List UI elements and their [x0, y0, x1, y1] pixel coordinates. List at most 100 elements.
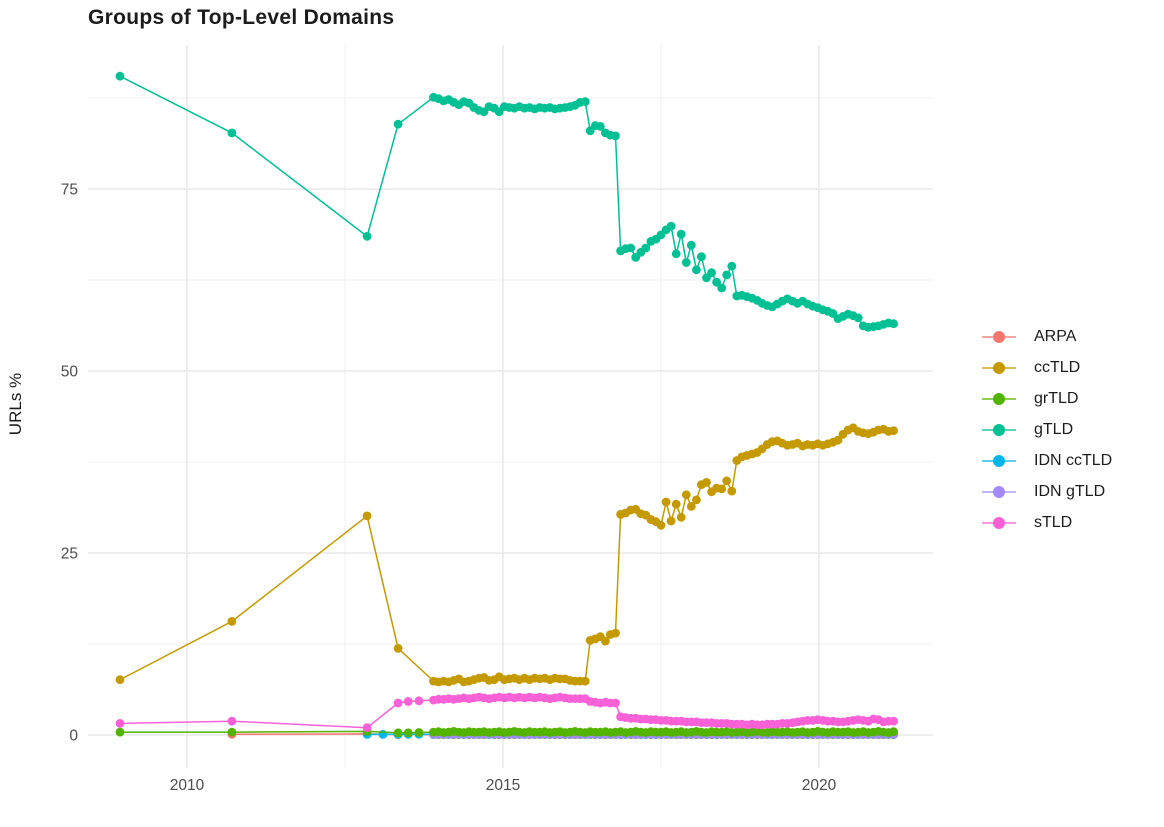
legend-dot	[993, 516, 1005, 529]
data-point	[595, 122, 605, 131]
data-point	[676, 229, 686, 239]
legend-key-icon	[982, 330, 1016, 344]
legend-dot	[993, 423, 1005, 436]
data-point	[393, 698, 403, 708]
data-point	[702, 478, 711, 487]
series-grtld	[115, 727, 898, 738]
data-point	[692, 265, 701, 275]
legend-dot	[993, 454, 1005, 467]
series-gtld	[115, 71, 898, 332]
legend-label: ccTLD	[1034, 358, 1081, 376]
data-point	[393, 644, 403, 653]
data-point	[414, 728, 424, 737]
data-point	[666, 221, 676, 231]
legend-key-icon	[982, 516, 1016, 530]
legend-label: sTLD	[1034, 513, 1073, 531]
legend-label: IDN gTLD	[1034, 482, 1106, 500]
data-point	[681, 490, 691, 500]
data-point	[115, 719, 125, 728]
legend-dot	[993, 330, 1005, 343]
data-point	[115, 71, 125, 81]
data-point	[692, 495, 701, 505]
legend-dot	[993, 485, 1005, 498]
data-point	[717, 484, 727, 494]
data-point	[707, 268, 716, 278]
legend-item-idn-cctld: IDN ccTLD	[982, 445, 1112, 476]
data-point	[115, 675, 125, 685]
legend-dot	[993, 392, 1005, 405]
data-point	[889, 319, 898, 329]
x-tick-label: 2015	[486, 777, 520, 794]
data-point	[717, 283, 727, 293]
legend-item-idn-gtld: IDN gTLD	[982, 476, 1112, 507]
legend-key-icon	[982, 485, 1016, 499]
legend-label: gTLD	[1034, 420, 1074, 438]
data-point	[676, 512, 686, 522]
legend-item-cctld: ccTLD	[982, 352, 1112, 383]
data-point	[227, 727, 237, 737]
legend-key-icon	[982, 454, 1016, 468]
data-point	[722, 476, 732, 486]
legend-item-stld: sTLD	[982, 507, 1112, 538]
data-point	[403, 728, 413, 738]
y-tick-label: 0	[69, 728, 78, 745]
data-point	[722, 270, 732, 280]
data-point	[403, 697, 413, 706]
x-tick-label: 2010	[170, 777, 205, 794]
series-stld	[115, 692, 898, 733]
data-point	[115, 727, 125, 737]
y-tick-label: 25	[61, 546, 78, 563]
legend-label: grTLD	[1034, 389, 1079, 407]
data-point	[227, 128, 237, 138]
data-point	[362, 231, 372, 241]
data-point	[580, 97, 590, 106]
series-line	[119, 75, 894, 329]
data-point	[414, 696, 424, 706]
data-point	[227, 716, 237, 726]
data-point	[697, 252, 706, 262]
legend-key-icon	[982, 392, 1016, 406]
legend-key-icon	[982, 423, 1016, 437]
data-point	[362, 723, 372, 733]
data-point	[611, 628, 620, 638]
data-point	[889, 716, 898, 726]
data-point	[393, 119, 403, 129]
legend-label: ARPA	[1034, 327, 1077, 345]
data-point	[712, 277, 721, 287]
y-tick-label: 50	[61, 364, 79, 381]
data-point	[362, 511, 372, 521]
data-point	[727, 261, 737, 271]
legend-item-arpa: ARPA	[982, 321, 1112, 352]
data-point	[393, 728, 403, 738]
legend-label: IDN ccTLD	[1034, 451, 1113, 469]
legend-item-gtld: gTLD	[982, 414, 1112, 445]
series-cctld	[115, 423, 898, 687]
legend-key-icon	[982, 361, 1016, 375]
legend-item-grtld: grTLD	[982, 383, 1112, 414]
data-point	[601, 636, 610, 646]
data-point	[641, 243, 651, 253]
data-point	[833, 435, 843, 445]
legend-dot	[993, 361, 1005, 374]
data-point	[666, 516, 676, 526]
data-point	[611, 131, 620, 141]
data-point	[681, 258, 691, 267]
x-tick-label: 2020	[802, 777, 837, 794]
chart-title: Groups of Top-Level Domains	[88, 6, 395, 29]
data-point	[580, 676, 590, 686]
data-point	[727, 486, 737, 496]
data-point	[889, 426, 898, 436]
data-point	[656, 520, 666, 530]
data-point	[686, 502, 696, 511]
y-tick-label: 75	[61, 182, 78, 199]
data-point	[611, 698, 620, 708]
data-point	[661, 497, 671, 507]
data-point	[227, 617, 237, 626]
data-point	[626, 243, 636, 253]
data-point	[889, 727, 898, 737]
legend: ARPA ccTLD grTLD gTLD IDN ccTLD IDN gTLD sTLD	[982, 321, 1112, 538]
data-point	[671, 249, 681, 259]
data-point	[671, 499, 681, 509]
